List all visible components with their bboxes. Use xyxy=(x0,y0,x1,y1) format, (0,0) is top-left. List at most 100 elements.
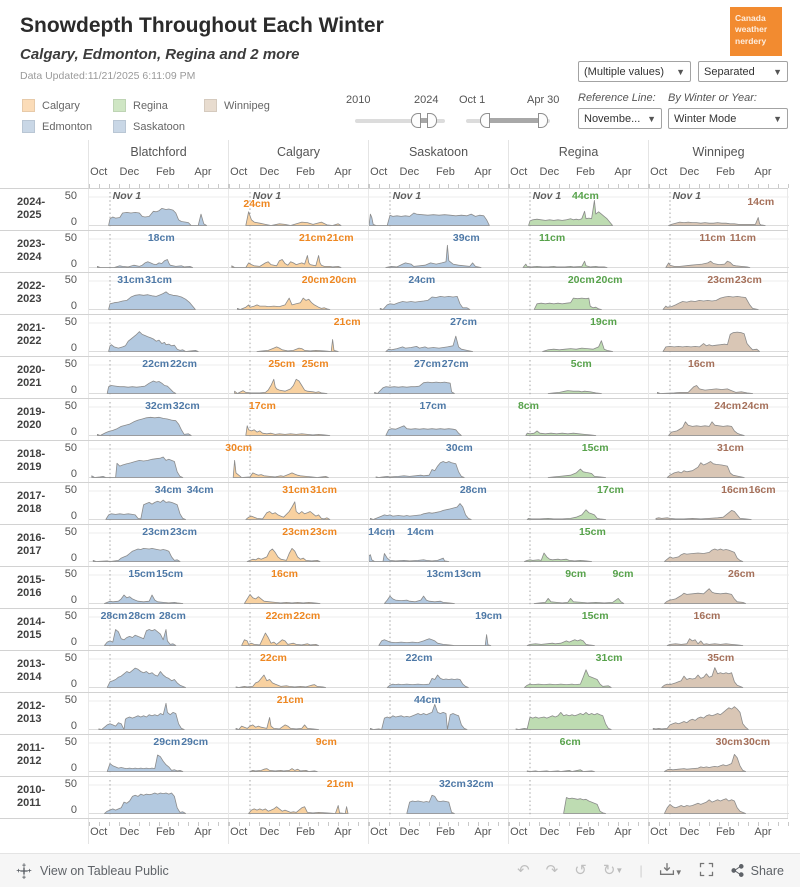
undo-button[interactable]: ↶ xyxy=(517,862,530,879)
cell-blatchford-2010-2011[interactable] xyxy=(88,777,229,818)
cell-blatchford-2016-2017[interactable]: 23cm 23cm xyxy=(88,525,229,566)
cell-regina-2016-2017[interactable]: 15cm xyxy=(508,525,649,566)
cell-saskatoon-2018-2019[interactable]: 30cm xyxy=(368,441,509,482)
cell-regina-2012-2013[interactable] xyxy=(508,693,649,734)
share-button[interactable]: Share xyxy=(730,863,784,878)
cell-regina-2015-2016[interactable]: 9cm 9cm xyxy=(508,567,649,608)
view-on-tableau-link[interactable]: View on Tableau Public xyxy=(16,862,169,879)
snowdepth-area xyxy=(509,696,649,733)
cell-winnipeg-2013-2014[interactable]: 35cm xyxy=(648,651,789,692)
year-slider-right-handle[interactable] xyxy=(427,113,437,128)
cell-blatchford-2018-2019[interactable] xyxy=(88,441,229,482)
cell-regina-2024-2025[interactable]: Nov 1 44cm xyxy=(508,189,649,230)
cell-regina-2011-2012[interactable]: 6cm xyxy=(508,735,649,776)
refresh-button[interactable]: ↻▼ xyxy=(602,862,624,879)
cell-winnipeg-2018-2019[interactable]: 31cm xyxy=(648,441,789,482)
cell-calgary-2011-2012[interactable]: 9cm xyxy=(228,735,369,776)
cell-blatchford-2015-2016[interactable]: 15cm 15cm xyxy=(88,567,229,608)
cell-blatchford-2020-2021[interactable]: 22cm 22cm xyxy=(88,357,229,398)
cell-saskatoon-2019-2020[interactable]: 17cm xyxy=(368,399,509,440)
cell-calgary-2016-2017[interactable]: 23cm 23cm xyxy=(228,525,369,566)
cell-calgary-2023-2024[interactable]: 21cm 21cm xyxy=(228,231,369,272)
download-button[interactable]: ▼ xyxy=(659,862,683,880)
cell-winnipeg-2019-2020[interactable]: 24cm 24cm xyxy=(648,399,789,440)
winter-mode-dropdown[interactable]: Winter Mode ▼ xyxy=(668,108,788,129)
cell-winnipeg-2022-2023[interactable]: 23cm 23cm xyxy=(648,273,789,314)
cell-winnipeg-2017-2018[interactable]: 16cm 16cm xyxy=(648,483,789,524)
cell-calgary-2021-2022[interactable]: 21cm xyxy=(228,315,369,356)
cell-saskatoon-2023-2024[interactable]: 39cm xyxy=(368,231,509,272)
cell-calgary-2013-2014[interactable]: 22cm xyxy=(228,651,369,692)
cell-blatchford-2024-2025[interactable]: Nov 1 xyxy=(88,189,229,230)
cell-saskatoon-2015-2016[interactable]: 13cm 13cm xyxy=(368,567,509,608)
cell-saskatoon-2011-2012[interactable] xyxy=(368,735,509,776)
cell-blatchford-2014-2015[interactable]: 28cm 28cm 28cm xyxy=(88,609,229,650)
cell-calgary-2024-2025[interactable]: Nov 1 24cm xyxy=(228,189,369,230)
cell-winnipeg-2020-2021[interactable]: 16cm xyxy=(648,357,789,398)
cell-blatchford-2021-2022[interactable] xyxy=(88,315,229,356)
cell-winnipeg-2011-2012[interactable]: 30cm 30cm xyxy=(648,735,789,776)
cell-regina-2013-2014[interactable]: 31cm xyxy=(508,651,649,692)
cell-saskatoon-2013-2014[interactable]: 22cm xyxy=(368,651,509,692)
cell-saskatoon-2024-2025[interactable]: Nov 1 xyxy=(368,189,509,230)
year-range-slider[interactable] xyxy=(355,113,445,128)
cell-winnipeg-2016-2017[interactable] xyxy=(648,525,789,566)
fullscreen-button[interactable] xyxy=(699,862,714,880)
cell-calgary-2022-2023[interactable]: 20cm 20cm xyxy=(228,273,369,314)
legend-item-regina[interactable]: Regina xyxy=(113,95,204,116)
layout-mode-dropdown[interactable]: Separated ▼ xyxy=(698,61,788,82)
reference-line-dropdown[interactable]: Novembe... ▼ xyxy=(578,108,662,129)
cell-blatchford-2017-2018[interactable]: 34cm 34cm xyxy=(88,483,229,524)
cell-calgary-2012-2013[interactable]: 21cm xyxy=(228,693,369,734)
date-slider-left-handle[interactable] xyxy=(480,113,490,128)
redo-button[interactable]: ↷ xyxy=(545,862,559,879)
cell-winnipeg-2021-2022[interactable] xyxy=(648,315,789,356)
cell-calgary-2014-2015[interactable]: 22cm 22cm xyxy=(228,609,369,650)
cell-blatchford-2013-2014[interactable] xyxy=(88,651,229,692)
cell-winnipeg-2014-2015[interactable]: 16cm xyxy=(648,609,789,650)
cell-regina-2023-2024[interactable]: 11cm xyxy=(508,231,649,272)
cell-regina-2018-2019[interactable]: 15cm xyxy=(508,441,649,482)
cell-regina-2020-2021[interactable]: 5cm xyxy=(508,357,649,398)
cell-blatchford-2011-2012[interactable]: 29cm 29cm xyxy=(88,735,229,776)
legend-item-saskatoon[interactable]: Saskatoon xyxy=(113,116,204,137)
reset-button[interactable]: ↺ xyxy=(574,862,587,879)
cell-winnipeg-2010-2011[interactable] xyxy=(648,777,789,818)
cell-regina-2019-2020[interactable]: 8cm xyxy=(508,399,649,440)
cell-regina-2010-2011[interactable] xyxy=(508,777,649,818)
date-range-slider[interactable] xyxy=(466,113,550,128)
month-labels: Oct Dec Feb Apr xyxy=(229,826,368,841)
cell-blatchford-2023-2024[interactable]: 18cm xyxy=(88,231,229,272)
cell-regina-2017-2018[interactable]: 17cm xyxy=(508,483,649,524)
year-slider-left-handle[interactable] xyxy=(411,113,421,128)
cell-saskatoon-2020-2021[interactable]: 27cm 27cm xyxy=(368,357,509,398)
cell-regina-2014-2015[interactable]: 15cm xyxy=(508,609,649,650)
cell-winnipeg-2015-2016[interactable]: 26cm xyxy=(648,567,789,608)
cell-winnipeg-2012-2013[interactable] xyxy=(648,693,789,734)
cell-saskatoon-2016-2017[interactable]: 14cm 14cm xyxy=(368,525,509,566)
cell-winnipeg-2024-2025[interactable]: Nov 1 14cm xyxy=(648,189,789,230)
cell-saskatoon-2021-2022[interactable]: 27cm xyxy=(368,315,509,356)
cell-calgary-2018-2019[interactable]: 30cm xyxy=(225,441,369,482)
cell-winnipeg-2023-2024[interactable]: 11cm 11cm xyxy=(648,231,789,272)
cell-blatchford-2019-2020[interactable]: 32cm 32cm xyxy=(88,399,229,440)
cell-blatchford-2022-2023[interactable]: 31cm 31cm xyxy=(88,273,229,314)
cell-calgary-2015-2016[interactable]: 16cm xyxy=(228,567,369,608)
cell-calgary-2017-2018[interactable]: 31cm 31cm xyxy=(228,483,369,524)
city-filter-dropdown[interactable]: (Multiple values) ▼ xyxy=(578,61,691,82)
cell-saskatoon-2010-2011[interactable]: 32cm 32cm xyxy=(368,777,509,818)
date-slider-right-handle[interactable] xyxy=(538,113,548,128)
cell-saskatoon-2014-2015[interactable]: 19cm xyxy=(368,609,509,650)
cell-saskatoon-2022-2023[interactable]: 24cm xyxy=(368,273,509,314)
legend-item-winnipeg[interactable]: Winnipeg xyxy=(204,95,314,116)
cell-blatchford-2012-2013[interactable] xyxy=(88,693,229,734)
cell-regina-2022-2023[interactable]: 20cm 20cm xyxy=(508,273,649,314)
cell-calgary-2020-2021[interactable]: 25cm 25cm xyxy=(228,357,369,398)
cell-regina-2021-2022[interactable]: 19cm xyxy=(508,315,649,356)
legend-item-calgary[interactable]: Calgary xyxy=(22,95,113,116)
cell-calgary-2010-2011[interactable]: 21cm xyxy=(228,777,369,818)
cell-saskatoon-2017-2018[interactable]: 28cm xyxy=(368,483,509,524)
cell-calgary-2019-2020[interactable]: 17cm xyxy=(228,399,369,440)
legend-item-edmonton[interactable]: Edmonton xyxy=(22,116,113,137)
cell-saskatoon-2012-2013[interactable]: 44cm xyxy=(368,693,509,734)
